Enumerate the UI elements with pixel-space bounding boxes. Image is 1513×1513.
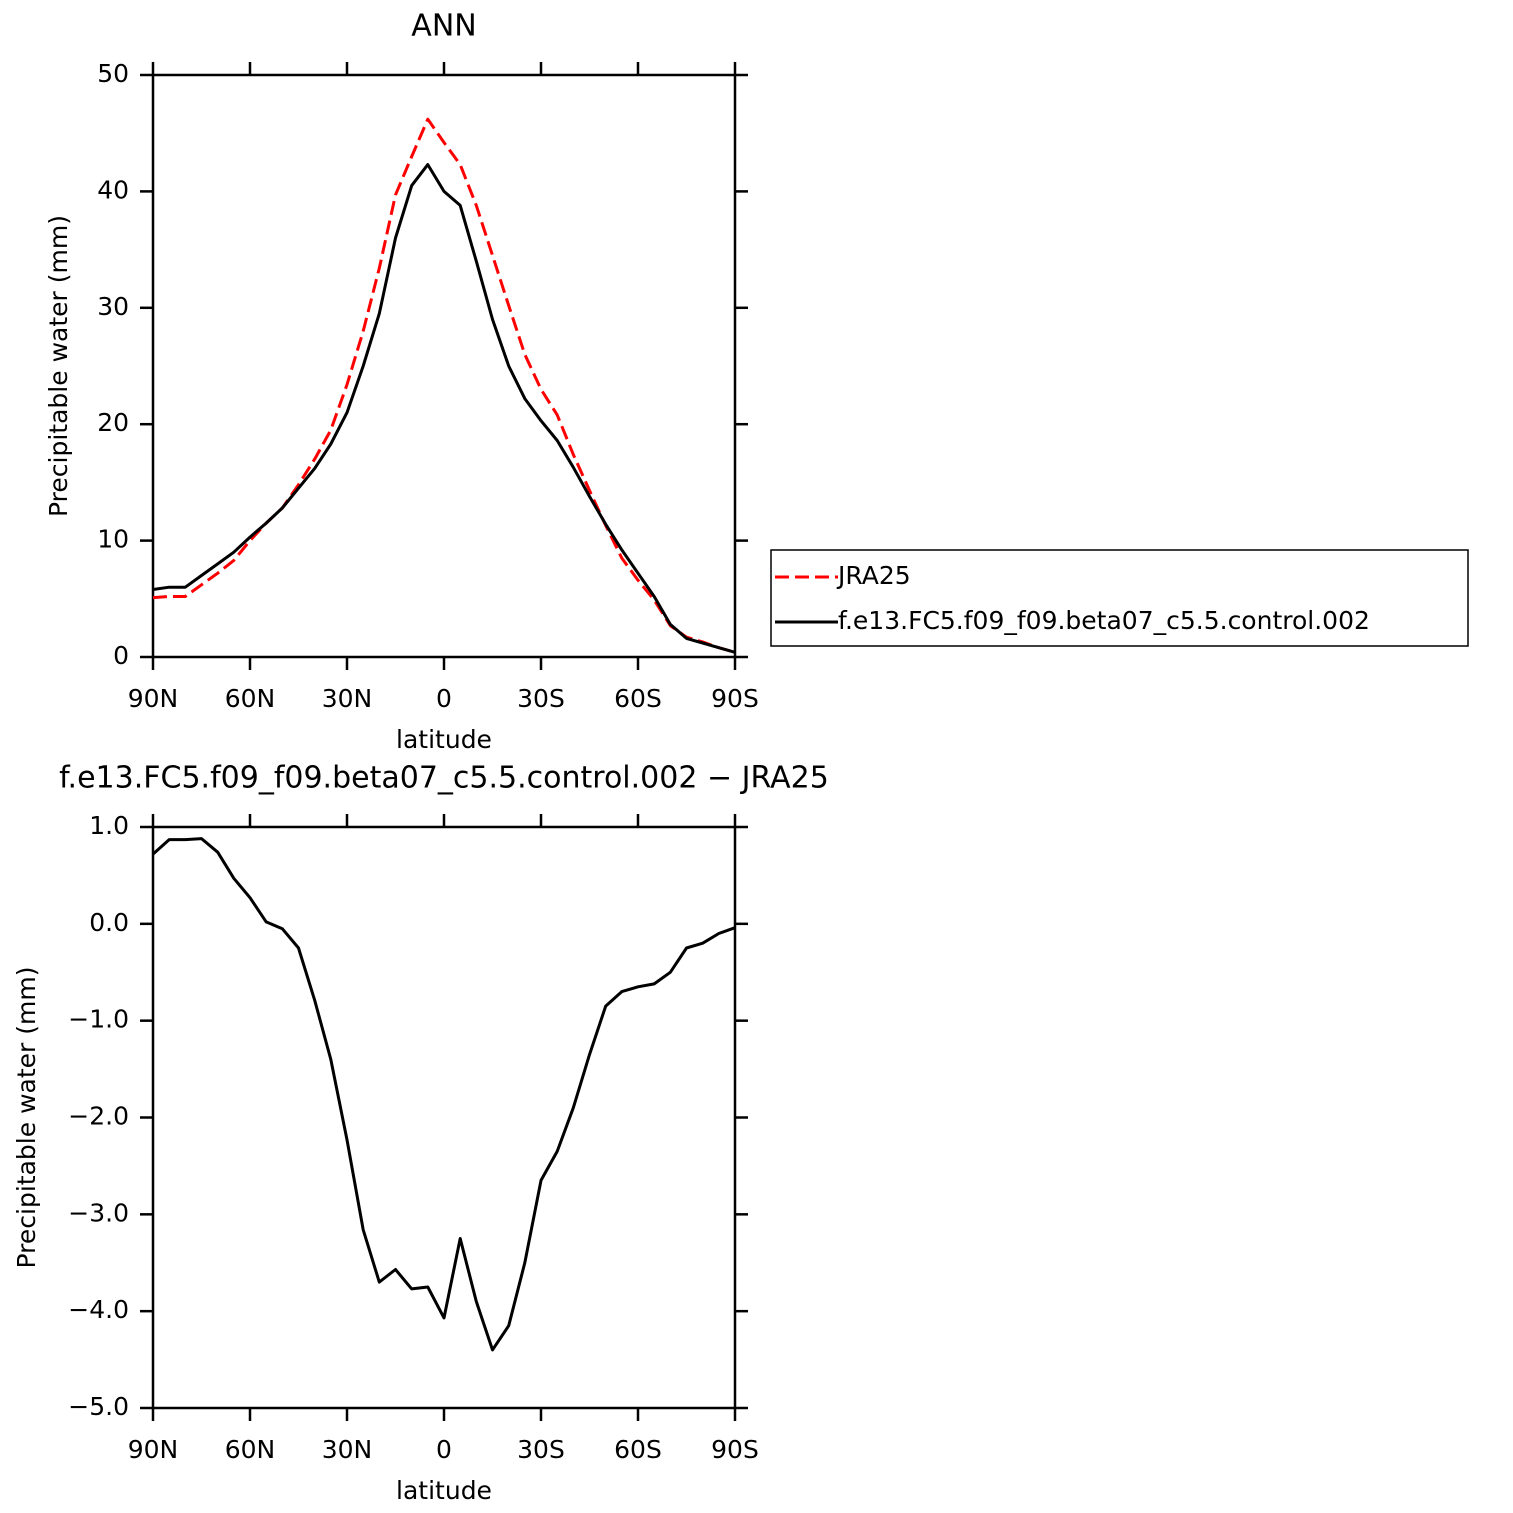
y-tick-label: 30	[97, 292, 129, 321]
y-tick-label: 20	[97, 408, 129, 437]
y-tick-label: −4.0	[68, 1295, 129, 1324]
y-tick-label: 0.0	[89, 908, 129, 937]
x-tick-label: 60N	[225, 1435, 276, 1464]
plot-frame	[151, 73, 737, 659]
x-tick-label: 90S	[711, 684, 759, 713]
x-axis-label: latitude	[396, 725, 492, 754]
x-tick-label: 30S	[517, 1435, 565, 1464]
x-axis-label: latitude	[396, 1476, 492, 1505]
x-tick-label: 60N	[225, 684, 276, 713]
data-line	[151, 837, 736, 1352]
y-axis-label: Precipitable water (mm)	[12, 967, 41, 1269]
x-tick-label: 90N	[128, 684, 179, 713]
x-tick-label: 0	[436, 684, 452, 713]
y-tick-label: 40	[97, 175, 129, 204]
data-line	[152, 117, 736, 654]
x-tick-label: 0	[436, 1435, 452, 1464]
data-line	[152, 163, 736, 654]
chart-title: f.e13.FC5.f09_f09.beta07_c5.5.control.00…	[59, 761, 829, 796]
plot-frame	[151, 825, 737, 1410]
x-tick-label: 90N	[128, 1435, 179, 1464]
legend-box	[770, 549, 1469, 647]
y-tick-label: 10	[97, 525, 129, 554]
y-tick-label: −3.0	[68, 1198, 129, 1227]
y-axis-label: Precipitable water (mm)	[44, 215, 73, 517]
x-tick-label: 60S	[614, 1435, 662, 1464]
y-tick-label: −5.0	[68, 1392, 129, 1421]
y-tick-label: −1.0	[68, 1005, 129, 1034]
x-tick-label: 60S	[614, 684, 662, 713]
y-tick-label: 0	[113, 641, 129, 670]
x-tick-label: 30N	[322, 1435, 373, 1464]
legend-label: f.e13.FC5.f09_f09.beta07_c5.5.control.00…	[838, 606, 1370, 635]
x-tick-label: 30N	[322, 684, 373, 713]
x-tick-label: 90S	[711, 1435, 759, 1464]
y-tick-label: 1.0	[89, 811, 129, 840]
chart-title: ANN	[411, 9, 476, 44]
y-tick-label: −2.0	[68, 1102, 129, 1131]
y-tick-label: 50	[97, 59, 129, 88]
x-tick-label: 30S	[517, 684, 565, 713]
legend-label: JRA25	[836, 561, 911, 590]
